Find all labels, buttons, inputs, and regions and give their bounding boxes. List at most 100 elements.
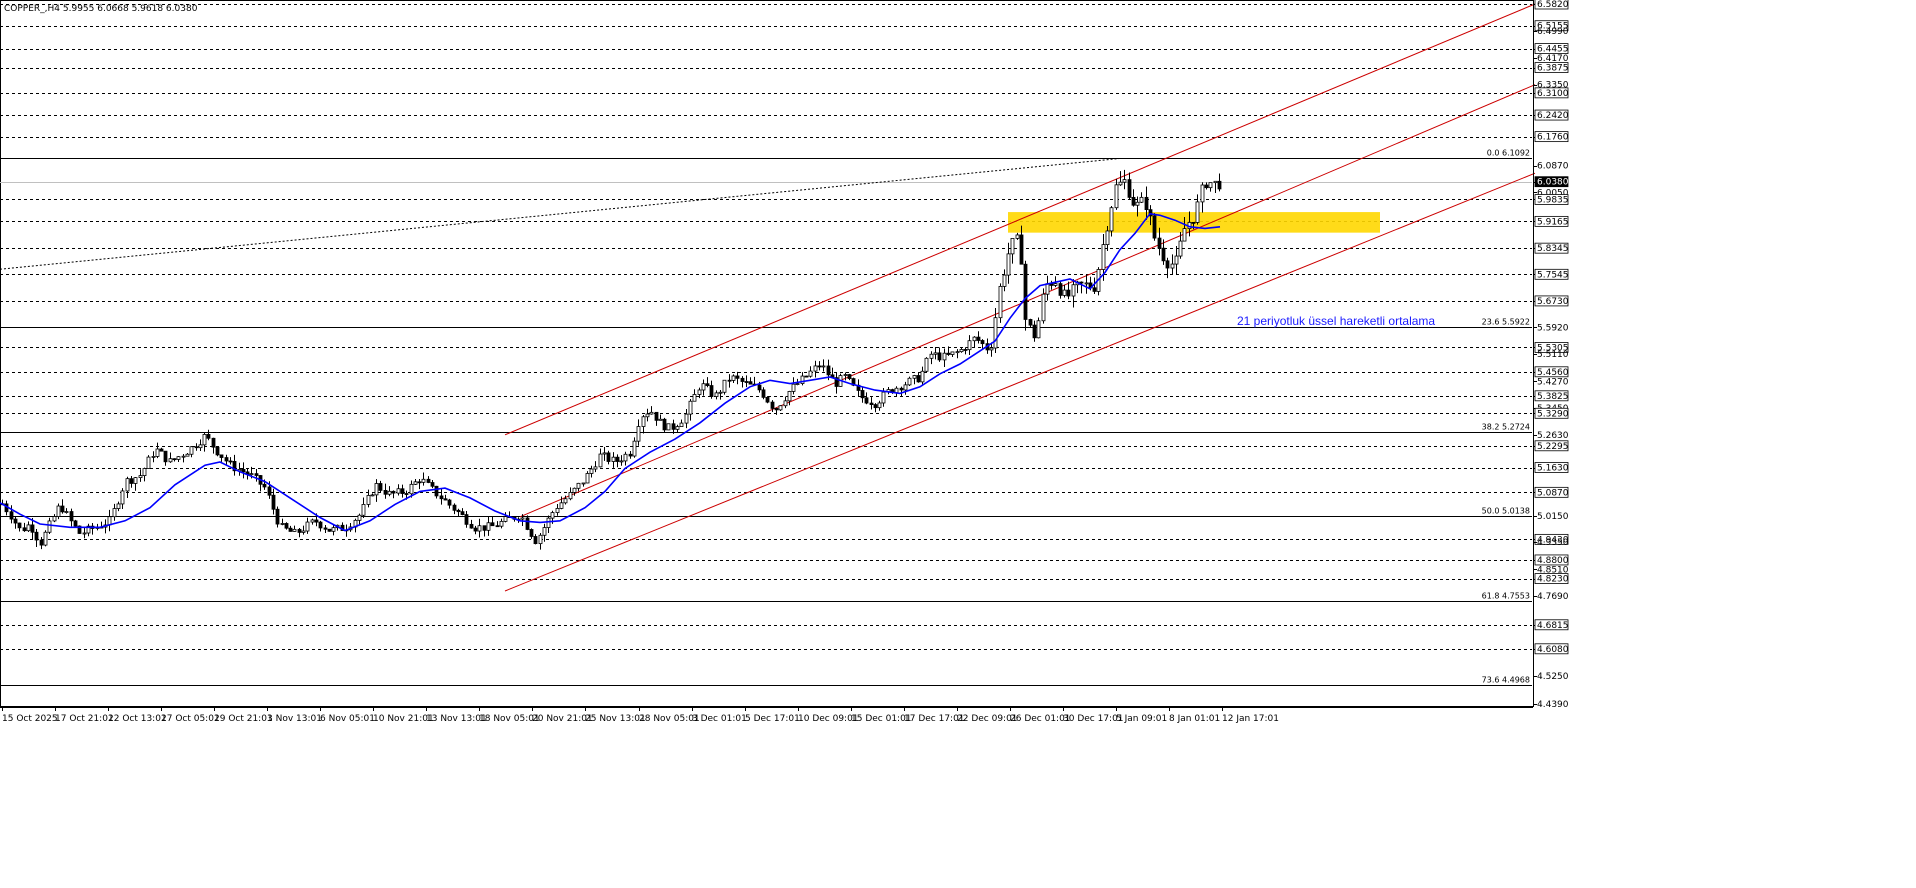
candle-body [310, 519, 315, 523]
fibonacci-layer: 0.0 6.1092 23.6 5.5922 38.2 5.2724 50.0 5.0… [0, 149, 1532, 686]
candle-body [262, 483, 267, 488]
channel-line-middle [519, 84, 1536, 518]
fib-level-label: 0.0 6.1092 [1487, 149, 1530, 158]
candle-body [727, 379, 732, 382]
price-label: 5.6730 [1537, 297, 1569, 307]
channel-line-lower [504, 172, 1536, 592]
candle-body [69, 511, 74, 522]
time-label: 3 Nov 13:01 [267, 714, 322, 724]
candle-body [787, 391, 792, 402]
candle-body [576, 482, 581, 489]
price-label-box [1534, 87, 1569, 99]
candle-body [26, 524, 31, 532]
candle-body [993, 317, 998, 349]
time-label: 22 Oct 13:01 [108, 714, 167, 724]
price-label-box [1534, 268, 1569, 280]
candle-body [761, 389, 766, 398]
candle-body [864, 397, 869, 404]
candle-body [615, 456, 620, 462]
candle-body [469, 523, 474, 529]
price-label: 5.1630 [1537, 464, 1569, 474]
time-label: 6 Nov 05:01 [320, 714, 375, 724]
price-label: 6.3100 [1537, 89, 1569, 99]
candle-body [366, 495, 371, 505]
candle-body [163, 450, 168, 463]
price-label-box [1534, 43, 1569, 54]
candle-body [813, 365, 818, 372]
time-label: 5 Jan 09:01 [1116, 714, 1167, 724]
candle-body [486, 522, 491, 531]
ema-annotation: 21 periyotluk üssel hareketli ortalama [1237, 314, 1435, 328]
fib-level-label: 38.2 5.2724 [1482, 423, 1530, 432]
candle-body [215, 446, 220, 456]
candle-body [224, 457, 229, 462]
price-label-box [1534, 242, 1569, 254]
price-label-box [1534, 342, 1569, 353]
candle-body [1079, 281, 1084, 284]
candle-body [770, 401, 775, 409]
candle-body [503, 516, 508, 522]
candle-body [980, 340, 985, 345]
candle-body [602, 452, 607, 455]
candle-body [378, 483, 383, 491]
candle-body [1118, 181, 1123, 186]
candle-body [525, 517, 530, 530]
candle-body [168, 458, 173, 463]
candle-body [327, 528, 332, 532]
ema-layer [0, 212, 1221, 532]
candle-body [1105, 230, 1110, 246]
candle-body [241, 468, 246, 473]
candle-body [998, 285, 1003, 319]
time-label: 10 Nov 21:01 [373, 714, 434, 724]
candle-body [60, 505, 65, 513]
candle-body [972, 336, 977, 342]
time-label: 10 Dec 09:01 [798, 714, 859, 724]
price-label: 5.2630 [1537, 431, 1569, 441]
candle-body [460, 511, 465, 515]
candle-body [357, 514, 362, 521]
price-label: 6.5820 [1537, 0, 1569, 10]
candle-body [443, 498, 448, 501]
candle-body [133, 477, 138, 484]
price-label-box [1534, 215, 1569, 227]
candle-body [783, 400, 788, 407]
grid-layer [0, 0, 1534, 707]
candle-body [1023, 263, 1028, 320]
fib-level-label: 23.6 5.5922 [1482, 318, 1530, 327]
price-label: 6.0050 [1537, 188, 1569, 198]
candle-body [649, 411, 654, 415]
candle-body [417, 481, 422, 484]
price-label: 6.2420 [1537, 111, 1569, 121]
candle-body [34, 531, 39, 541]
price-label: 5.2295 [1537, 442, 1569, 452]
candle-body [1071, 284, 1076, 297]
candle-body [912, 375, 917, 379]
candle-body [709, 385, 714, 397]
candle-body [942, 352, 947, 361]
time-label: 29 Oct 21:01 [214, 714, 273, 724]
candle-body [396, 488, 401, 494]
channel-line-upper [504, 3, 1536, 436]
price-label: 6.3350 [1537, 81, 1569, 91]
candle-body [383, 489, 388, 495]
candle-body [1109, 207, 1114, 232]
candle-body [1045, 283, 1050, 295]
candles-layer [0, 169, 1222, 550]
candle-body [301, 530, 306, 533]
price-label: 6.1760 [1537, 133, 1569, 143]
candle-body [559, 502, 564, 509]
price-label: 5.0870 [1537, 488, 1569, 498]
candle-body [430, 482, 435, 487]
candle-body [1135, 201, 1140, 206]
price-label-box [1534, 554, 1569, 566]
candle-body [1101, 244, 1106, 270]
candle-body [860, 390, 865, 399]
candle-body [361, 504, 366, 516]
candle-body [1122, 179, 1127, 183]
candle-body [924, 357, 929, 372]
price-label: 5.5920 [1537, 323, 1569, 333]
candle-body [658, 418, 663, 421]
fib-level-label: 50.0 5.0138 [1482, 507, 1530, 516]
price-label: 4.6815 [1537, 621, 1569, 631]
